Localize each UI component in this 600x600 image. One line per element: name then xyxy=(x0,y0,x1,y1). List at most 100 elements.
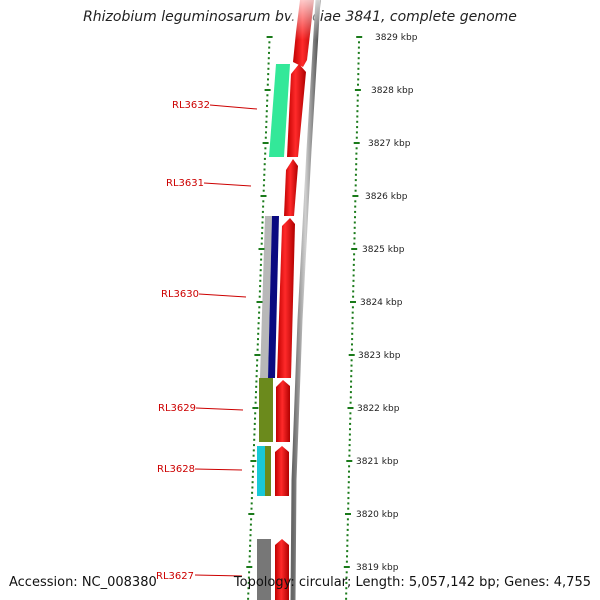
minor-tick-mark xyxy=(348,444,351,447)
scale-tick-label: 3828 kbp xyxy=(371,86,414,96)
minor-tick-mark xyxy=(348,449,351,452)
minor-tick-mark xyxy=(264,136,267,139)
minor-tick-mark xyxy=(353,242,356,245)
minor-tick-mark xyxy=(345,581,348,584)
minor-tick-mark xyxy=(350,375,353,378)
minor-tick-mark xyxy=(351,343,353,346)
minor-tick-mark xyxy=(355,147,358,150)
minor-tick-mark xyxy=(258,311,261,314)
minor-tick-mark xyxy=(355,168,358,171)
gene-label[interactable]: RL3628 xyxy=(157,464,195,475)
minor-tick-mark xyxy=(355,163,358,166)
minor-tick-mark xyxy=(358,41,360,44)
scale-tick-label: 3820 kbp xyxy=(356,510,399,520)
minor-tick-mark xyxy=(353,253,356,256)
major-tick-mark xyxy=(351,248,358,250)
major-tick-mark xyxy=(256,301,263,303)
major-tick-mark xyxy=(345,513,351,515)
minor-tick-mark xyxy=(346,550,349,553)
minor-tick-mark xyxy=(261,226,264,229)
minor-tick-mark xyxy=(347,491,350,494)
minor-tick-mark xyxy=(345,587,348,590)
minor-tick-mark xyxy=(356,99,359,102)
minor-tick-mark xyxy=(346,518,349,521)
minor-tick-mark xyxy=(251,481,254,484)
minor-tick-mark xyxy=(249,539,252,542)
minor-tick-mark xyxy=(267,67,270,70)
minor-tick-mark xyxy=(264,147,267,150)
minor-tick-mark xyxy=(247,597,250,600)
minor-tick-mark xyxy=(247,581,250,584)
major-tick-mark xyxy=(350,301,356,303)
cds-feature-olive xyxy=(265,446,271,496)
major-tick-mark xyxy=(258,248,265,250)
cds-feature xyxy=(284,159,298,216)
minor-tick-mark xyxy=(355,131,358,134)
minor-tick-mark xyxy=(263,157,266,160)
scale-tick-label: 3821 kbp xyxy=(356,457,399,467)
minor-tick-mark xyxy=(267,73,270,76)
minor-tick-mark xyxy=(357,62,360,65)
major-tick-mark xyxy=(262,142,269,144)
minor-tick-mark xyxy=(357,83,359,86)
minor-tick-mark xyxy=(349,412,352,415)
minor-tick-mark xyxy=(250,502,253,505)
minor-tick-mark xyxy=(353,232,356,235)
minor-tick-mark xyxy=(247,592,250,595)
minor-tick-mark xyxy=(347,481,350,484)
minor-tick-mark xyxy=(353,221,356,224)
gene-label[interactable]: RL3631 xyxy=(166,178,204,189)
minor-tick-mark xyxy=(267,62,270,65)
gene-label[interactable]: RL3630 xyxy=(161,289,199,300)
minor-tick-mark xyxy=(357,78,360,81)
minor-tick-mark xyxy=(349,391,352,394)
minor-tick-mark xyxy=(345,597,348,600)
minor-tick-mark xyxy=(266,83,269,86)
minor-tick-mark xyxy=(253,444,255,447)
minor-tick-mark xyxy=(347,486,350,489)
minor-tick-mark xyxy=(253,422,256,425)
minor-tick-mark xyxy=(352,263,355,266)
major-tick-mark xyxy=(347,407,354,409)
minor-tick-mark xyxy=(350,359,353,362)
minor-tick-mark xyxy=(356,110,359,113)
cds-feature-green xyxy=(269,64,290,157)
major-tick-mark xyxy=(254,354,261,356)
minor-tick-mark xyxy=(350,348,353,351)
gene-label[interactable]: RL3632 xyxy=(172,100,210,111)
major-tick-mark xyxy=(356,36,363,38)
minor-tick-mark xyxy=(354,179,357,182)
minor-tick-mark xyxy=(350,380,353,383)
minor-tick-mark xyxy=(259,269,262,272)
minor-tick-mark xyxy=(357,67,360,70)
minor-tick-mark xyxy=(257,327,260,330)
minor-tick-mark xyxy=(252,465,255,468)
minor-tick-mark xyxy=(268,41,271,44)
minor-tick-mark xyxy=(356,104,359,107)
major-tick-mark xyxy=(266,36,273,38)
major-tick-mark xyxy=(343,566,350,568)
minor-tick-mark xyxy=(352,290,355,293)
minor-tick-mark xyxy=(345,560,348,563)
minor-tick-mark xyxy=(354,173,357,176)
minor-tick-mark xyxy=(265,131,267,134)
minor-tick-mark xyxy=(256,348,259,351)
minor-tick-mark xyxy=(346,534,349,537)
minor-tick-mark xyxy=(257,332,260,335)
minor-tick-mark xyxy=(347,502,350,505)
gene-label[interactable]: RL3627 xyxy=(156,571,194,582)
minor-tick-mark xyxy=(351,311,354,314)
minor-tick-mark xyxy=(258,306,261,309)
minor-tick-mark xyxy=(254,401,257,404)
minor-tick-mark xyxy=(253,428,256,431)
minor-tick-mark xyxy=(253,433,256,436)
minor-tick-mark xyxy=(347,475,350,478)
minor-tick-mark xyxy=(259,263,262,266)
minor-tick-mark xyxy=(353,258,355,261)
minor-tick-mark xyxy=(354,205,357,208)
gene-label[interactable]: RL3629 xyxy=(158,403,196,414)
minor-tick-mark xyxy=(248,550,251,553)
minor-tick-mark xyxy=(249,534,252,537)
minor-tick-mark xyxy=(249,523,252,526)
